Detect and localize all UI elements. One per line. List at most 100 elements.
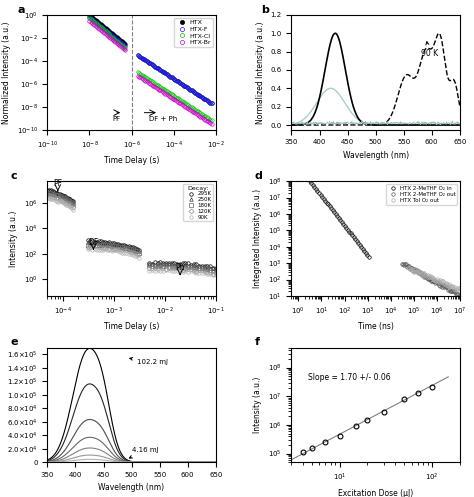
250K <box>202 264 208 270</box>
Text: b: b <box>261 4 269 14</box>
295K <box>174 260 180 266</box>
HTX 2-MeTHF O₂ in <box>313 186 319 192</box>
HTX-F <box>104 28 109 34</box>
HTX-Br <box>89 20 95 26</box>
180K <box>196 265 202 271</box>
295K <box>169 260 174 266</box>
Text: Slope = 1.70 +/- 0.06: Slope = 1.70 +/- 0.06 <box>308 373 391 382</box>
HTX <box>88 13 93 19</box>
Text: 102.2 mJ: 102.2 mJ <box>130 357 168 365</box>
HTX 2-MeTHF O₂ out <box>410 268 416 274</box>
180K <box>158 262 164 268</box>
Text: PF: PF <box>53 179 62 188</box>
HTX Tol O₂ out <box>406 265 412 271</box>
HTX <box>109 30 115 36</box>
Y-axis label: Normalized Intensity (a.u.): Normalized Intensity (a.u.) <box>2 21 11 124</box>
295K <box>202 262 208 268</box>
HTX-F <box>101 26 107 32</box>
HTX Tol O₂ out <box>456 285 462 291</box>
HTX <box>98 21 103 27</box>
120K <box>207 269 213 275</box>
Line: 90K: 90K <box>148 268 218 277</box>
HTX-Cl <box>101 27 107 33</box>
HTX 2-MeTHF O₂ out <box>415 268 420 274</box>
295K <box>210 265 216 271</box>
HTX Tol O₂ out <box>451 286 457 292</box>
HTX 2-MeTHF O₂ out <box>402 260 408 266</box>
120K <box>152 265 158 271</box>
295K <box>160 260 166 266</box>
HTX 2-MeTHF O₂ in <box>309 180 314 186</box>
HTX-Br <box>93 23 99 29</box>
HTX <box>108 29 113 35</box>
HTX 2-MeTHF O₂ in <box>353 236 358 242</box>
295K <box>199 263 205 269</box>
HTX-Br <box>110 37 116 43</box>
HTX-Cl <box>95 22 101 28</box>
Line: 295K: 295K <box>148 260 218 270</box>
250K <box>177 262 182 268</box>
120K <box>172 265 177 271</box>
180K <box>182 264 188 270</box>
120K <box>205 269 210 275</box>
295K <box>188 262 194 268</box>
295K <box>193 261 199 267</box>
180K <box>193 264 199 270</box>
120K <box>146 265 152 271</box>
HTX-Br <box>94 24 100 30</box>
HTX-Cl <box>120 43 126 49</box>
HTX-F <box>105 29 111 35</box>
HTX <box>122 41 128 47</box>
HTX-Cl <box>104 29 109 35</box>
HTX 2-MeTHF O₂ in <box>366 254 372 260</box>
HTX 2-MeTHF O₂ in <box>354 238 360 244</box>
90K <box>199 270 205 276</box>
HTX-F <box>112 35 118 41</box>
HTX-Cl <box>114 38 119 44</box>
HTX 2-MeTHF O₂ in <box>311 184 317 190</box>
90K <box>185 269 191 275</box>
Text: f: f <box>255 337 259 347</box>
Line: HTX-Cl: HTX-Cl <box>88 16 127 49</box>
120K <box>177 266 182 272</box>
295K <box>152 259 158 265</box>
HTX-Br <box>114 40 119 46</box>
295K <box>180 260 185 266</box>
180K <box>177 264 182 270</box>
HTX <box>112 33 118 39</box>
HTX-Br <box>104 32 109 38</box>
250K <box>180 261 185 267</box>
120K <box>155 265 161 271</box>
HTX-Cl <box>118 41 123 47</box>
250K <box>191 262 196 268</box>
295K <box>163 260 169 266</box>
295K <box>149 260 155 266</box>
HTX-F <box>111 34 117 40</box>
HTX-Br <box>97 26 102 32</box>
HTX <box>118 37 123 43</box>
X-axis label: Excitation Dose (μJ): Excitation Dose (μJ) <box>338 489 413 497</box>
Y-axis label: Intensity (a.u.): Intensity (a.u.) <box>0 377 1 433</box>
HTX-Cl <box>105 30 111 36</box>
90K <box>149 267 155 273</box>
180K <box>213 269 219 275</box>
HTX 2-MeTHF O₂ in <box>362 248 367 254</box>
120K <box>180 267 185 273</box>
HTX-Cl <box>98 24 103 30</box>
Text: e: e <box>10 337 18 347</box>
HTX-Br <box>87 18 92 24</box>
295K <box>205 263 210 269</box>
250K <box>193 264 199 270</box>
HTX-Br <box>98 27 103 33</box>
X-axis label: Time Delay (s): Time Delay (s) <box>104 156 159 165</box>
HTX-Cl <box>118 42 124 48</box>
Line: HTX: HTX <box>88 13 127 46</box>
HTX Tol O₂ out <box>412 266 418 272</box>
HTX 2-MeTHF O₂ in <box>346 229 352 235</box>
90K <box>163 267 169 273</box>
250K <box>160 261 166 267</box>
250K <box>174 262 180 268</box>
HTX-Br <box>91 21 96 27</box>
HTX 2-MeTHF O₂ in <box>307 178 313 184</box>
180K <box>149 263 155 269</box>
